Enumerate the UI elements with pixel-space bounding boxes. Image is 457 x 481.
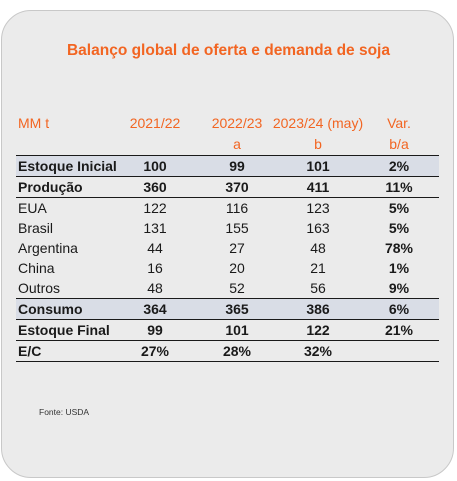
cell-var: 78% [384,240,414,256]
cell-var: 5% [388,220,410,236]
cell-2021-22: 364 [143,301,167,317]
cell-2022-23: 116 [225,200,249,216]
cell-2022-23: 365 [225,301,249,317]
row-label: Outros [18,280,61,296]
cell-var: 1% [388,260,410,276]
cell-2021-22: 100 [143,158,167,174]
table-row: E/C 27% 28% 32% [16,341,439,362]
table-row: Argentina 44 27 48 78% [16,238,439,258]
cell-var: 11% [385,179,413,195]
cell-2023-24: 56 [310,280,326,296]
header-col-2023-24: 2023/24 (may) [272,115,364,131]
cell-2022-23: 27 [229,240,245,256]
row-label: Produção [18,179,83,195]
table-subheader-row: a b b/a [16,134,439,156]
cell-2021-22: 131 [143,220,167,236]
table-row: Produção 360 370 411 11% [16,177,439,198]
soy-balance-table: MM t 2021/22 2022/23 2023/24 (may) Var. … [16,113,439,362]
table-header-row: MM t 2021/22 2022/23 2023/24 (may) Var. [16,113,439,134]
table-row: Outros 48 52 56 9% [16,278,439,299]
table-row: Estoque Final 99 101 122 21% [16,320,439,341]
header-unit: MM t [18,115,50,131]
subheader-col-b: b [314,136,322,152]
cell-var: 21% [384,322,414,338]
row-label: Argentina [18,240,78,256]
table-row: Brasil 131 155 163 5% [16,218,439,238]
cell-2021-22: 48 [147,280,163,296]
cell-2022-23: 28% [222,343,252,359]
row-label: Estoque Inicial [18,158,117,174]
subheader-col-a: a [233,136,241,152]
table-row: Consumo 364 365 386 6% [16,299,439,320]
cell-2022-23: 52 [229,280,245,296]
cell-2021-22: 44 [147,240,163,256]
cell-2023-24: 48 [310,240,326,256]
cell-var: 5% [388,200,410,216]
table-row: China 16 20 21 1% [16,258,439,278]
cell-2023-24: 122 [306,322,330,338]
cell-2023-24: 21 [310,260,326,276]
cell-2023-24: 101 [306,158,330,174]
cell-2023-24: 386 [306,301,330,317]
header-col-var: Var. [387,115,411,131]
row-label: China [18,260,55,276]
row-label: E/C [18,343,42,359]
row-label: Brasil [18,220,54,236]
cell-2023-24: 411 [306,179,330,195]
cell-2021-22: 27% [140,343,170,359]
cell-2022-23: 20 [229,260,245,276]
cell-2023-24: 32% [303,343,333,359]
row-label: Estoque Final [18,322,110,338]
cell-2021-22: 99 [147,322,163,338]
row-label: Consumo [18,301,83,317]
cell-2022-23: 155 [225,220,249,236]
cell-var: 9% [388,280,410,296]
cell-2022-23: 101 [225,322,249,338]
table-card [1,10,454,478]
table-row: Estoque Inicial 100 99 101 2% [16,156,439,177]
cell-2021-22: 122 [143,200,167,216]
row-label: EUA [18,200,47,216]
subheader-col-ba: b/a [389,136,409,152]
cell-2022-23: 370 [225,179,249,195]
cell-var: 6% [388,301,410,317]
cell-2021-22: 360 [143,179,167,195]
chart-title: Balanço global de oferta e demanda de so… [66,42,390,59]
cell-2023-24: 163 [306,220,330,236]
cell-2022-23: 99 [229,158,245,174]
header-col-2022-23: 2022/23 [211,115,263,131]
cell-var: 2% [388,158,410,174]
source-note: Fonte: USDA [39,407,90,417]
header-col-2021-22: 2021/22 [129,115,181,131]
table-row: EUA 122 116 123 5% [16,198,439,218]
cell-2021-22: 16 [147,260,163,276]
cell-2023-24: 123 [306,200,330,216]
